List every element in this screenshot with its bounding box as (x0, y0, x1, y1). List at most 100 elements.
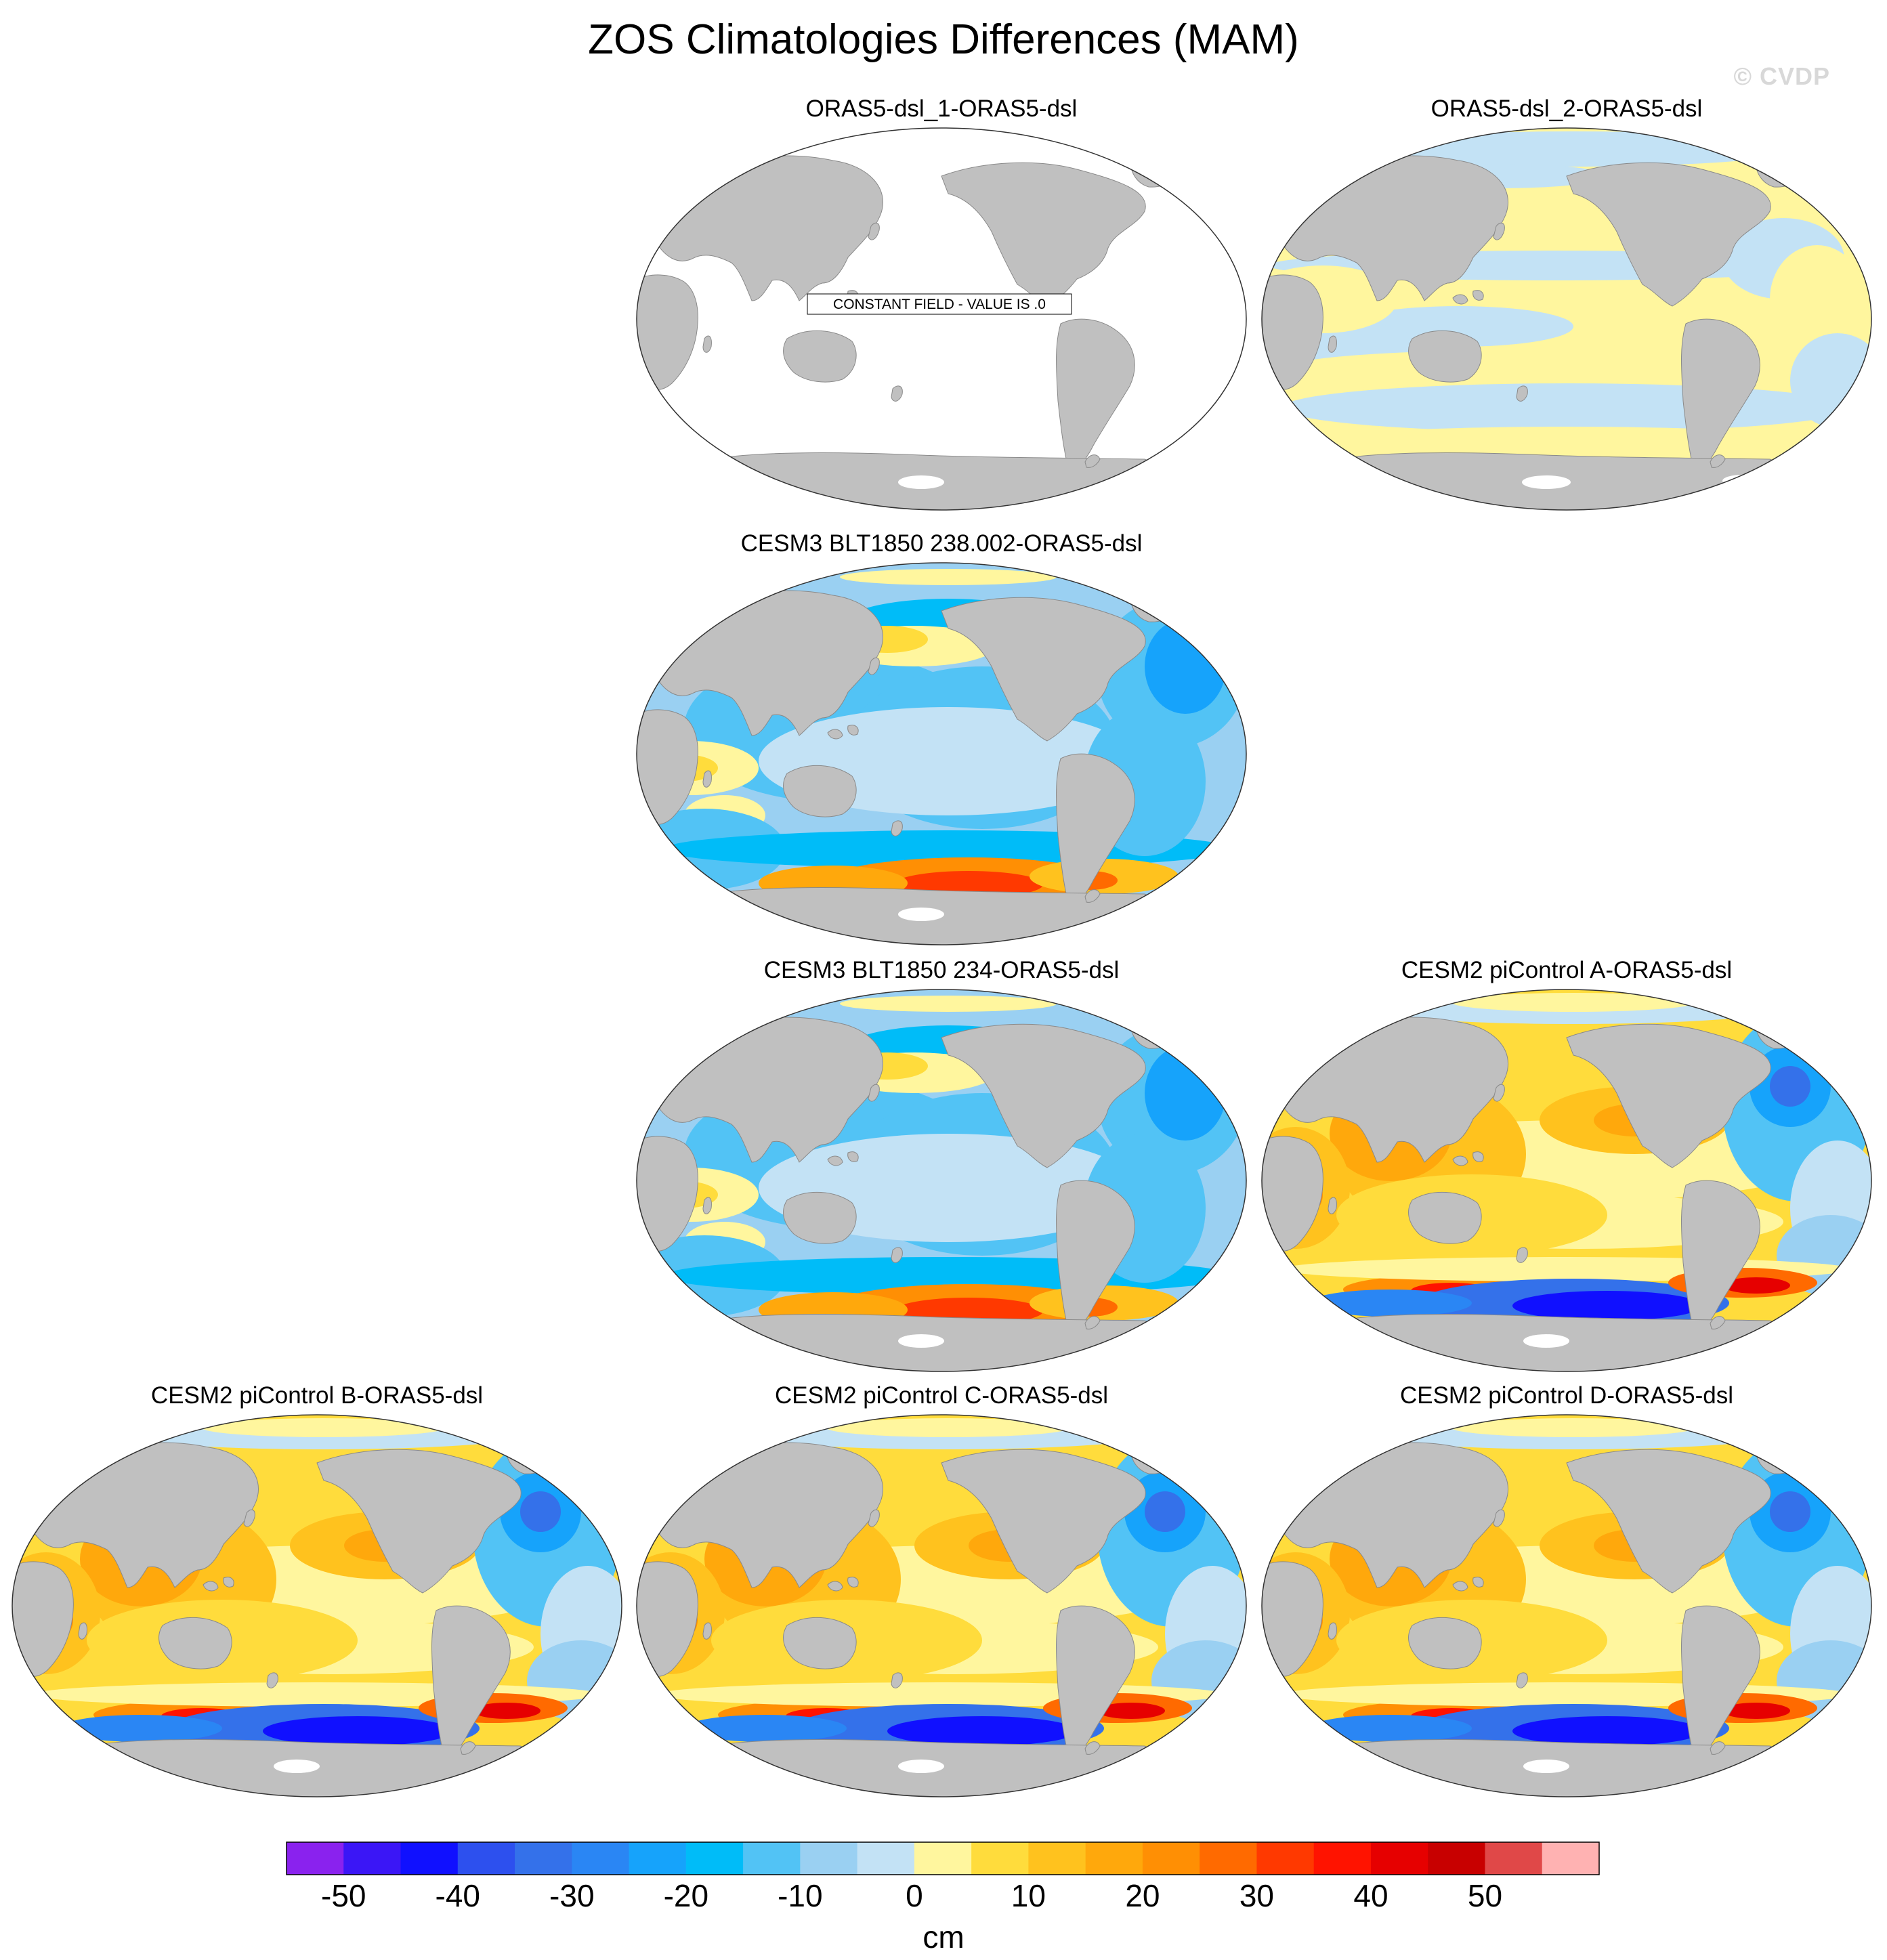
map-panel-6: CESM2 piControl B-ORAS5-dsl (5, 1382, 629, 1802)
land-uk (1288, 1475, 1298, 1487)
land-madagascar (702, 1197, 712, 1214)
land-japan (868, 1509, 880, 1527)
anomaly-region (1309, 1715, 1472, 1742)
colorbar-segment (400, 1842, 459, 1875)
land-japan (1493, 222, 1505, 240)
land-namerica (1566, 1449, 1771, 1594)
land-japan (1493, 1509, 1505, 1527)
land-antpen (1084, 1741, 1101, 1755)
constant-field-note: CONSTANT FIELD - VALUE IS .0 (807, 293, 1072, 315)
land-samerica (1681, 1605, 1760, 1757)
world-map: CONSTANT FIELD - VALUE IS .0 (636, 127, 1247, 511)
panel-title: CESM3 BLT1850 238.002-ORAS5-dsl (740, 530, 1143, 557)
colorbar-segment (1085, 1842, 1143, 1875)
anomaly-region (840, 569, 1057, 585)
colorbar-tick-label: -20 (663, 1878, 709, 1913)
ice-shelf (1523, 1334, 1569, 1348)
anomaly-region (1722, 1277, 1790, 1294)
land-australia (783, 1617, 857, 1669)
land-indonesia1 (1452, 1155, 1468, 1166)
land-antpen (460, 1741, 476, 1755)
colorbar-segment (1142, 1842, 1200, 1875)
colorbar-segment (287, 1842, 344, 1875)
land-australia (158, 1617, 232, 1669)
anomaly-region (473, 1703, 540, 1719)
land-indonesia1 (827, 1155, 843, 1166)
land-greenland (505, 1436, 561, 1474)
land-nz (1516, 1672, 1528, 1688)
land-greenland (1130, 584, 1186, 622)
panel-title: CESM2 piControl C-ORAS5-dsl (774, 1382, 1109, 1409)
anomaly-region (1451, 1418, 1695, 1437)
colorbar-segment (515, 1842, 572, 1875)
land-greenland (1755, 1011, 1811, 1049)
ice-shelf (898, 1334, 944, 1348)
land-japan (243, 1509, 255, 1527)
colorbar-segment (1542, 1842, 1600, 1875)
land-japan (868, 222, 880, 240)
map-panel-7: CESM2 piControl C-ORAS5-dsl (630, 1382, 1253, 1802)
land-japan (868, 657, 880, 675)
ice-shelf (898, 908, 944, 921)
colorbar-tick-label: 50 (1467, 1878, 1503, 1913)
colorbar-segment (1313, 1842, 1372, 1875)
land-europe (1265, 1470, 1319, 1504)
colorbar-segment (685, 1842, 744, 1875)
land-indonesia2 (847, 1151, 859, 1162)
anomaly-region (1770, 245, 1865, 354)
map-panel-1: ORAS5-dsl_1-ORAS5-dsl CONSTANT FIELD - V… (630, 95, 1253, 515)
land-samerica (1056, 1605, 1135, 1757)
land-madagascar (702, 770, 712, 788)
map-panel-3: CESM3 BLT1850 238.002-ORAS5-dsl (630, 530, 1253, 950)
colorbar-segment (457, 1842, 515, 1875)
world-map (636, 989, 1247, 1372)
anomaly-region (1770, 1066, 1810, 1107)
world-map (1261, 127, 1872, 511)
ice-shelf (898, 475, 944, 489)
land-uk (1288, 1050, 1298, 1062)
map-outline (1261, 989, 1872, 1372)
land-japan (868, 1084, 880, 1102)
land-australia (1408, 1191, 1482, 1244)
map-panel-5: CESM2 piControl A-ORAS5-dsl (1255, 956, 1878, 1376)
land-indonesia1 (827, 1581, 843, 1592)
colorbar-tick-label: 40 (1353, 1878, 1388, 1913)
land-madagascar (1328, 1622, 1337, 1640)
land-greenland (1130, 1011, 1186, 1049)
land-samerica (431, 1605, 511, 1757)
land-europe (1265, 1044, 1319, 1078)
world-map (12, 1414, 622, 1797)
panel-title: CESM2 piControl A-ORAS5-dsl (1401, 957, 1733, 983)
land-namerica (941, 162, 1146, 307)
colorbar-segment (1256, 1842, 1315, 1875)
land-namerica (1566, 162, 1771, 307)
land-indonesia2 (847, 725, 859, 736)
land-uk (663, 623, 673, 635)
land-australia (783, 765, 857, 817)
land-namerica (941, 1449, 1146, 1594)
colorbar-segment (1485, 1842, 1543, 1875)
colorbar-segment (1428, 1842, 1486, 1875)
land-nz (1516, 1247, 1528, 1263)
anomaly-region (1282, 383, 1851, 432)
land-uk (1288, 188, 1298, 200)
world-map (636, 1414, 1247, 1797)
land-australia (783, 330, 857, 383)
anomaly-region (1145, 1491, 1185, 1532)
anomaly-region (887, 1716, 1077, 1746)
land-antpen (1084, 454, 1101, 468)
anomaly-region (826, 1418, 1070, 1437)
watermark: © CVDP (1733, 62, 1830, 90)
land-namerica (1566, 1023, 1771, 1168)
panel-title: CESM2 piControl D-ORAS5-dsl (1399, 1382, 1734, 1409)
land-namerica (941, 1023, 1146, 1168)
land-greenland (1755, 150, 1811, 188)
panel-title: CESM3 BLT1850 234-ORAS5-dsl (763, 957, 1120, 983)
map-outline (636, 989, 1247, 1372)
land-indonesia2 (1472, 1577, 1484, 1588)
land-antpen (1084, 1316, 1101, 1329)
anomaly-region (1309, 1290, 1472, 1317)
colorbar-segment (800, 1842, 858, 1875)
panel-title: ORAS5-dsl_1-ORAS5-dsl (805, 95, 1078, 122)
colorbar-segment (743, 1842, 801, 1875)
